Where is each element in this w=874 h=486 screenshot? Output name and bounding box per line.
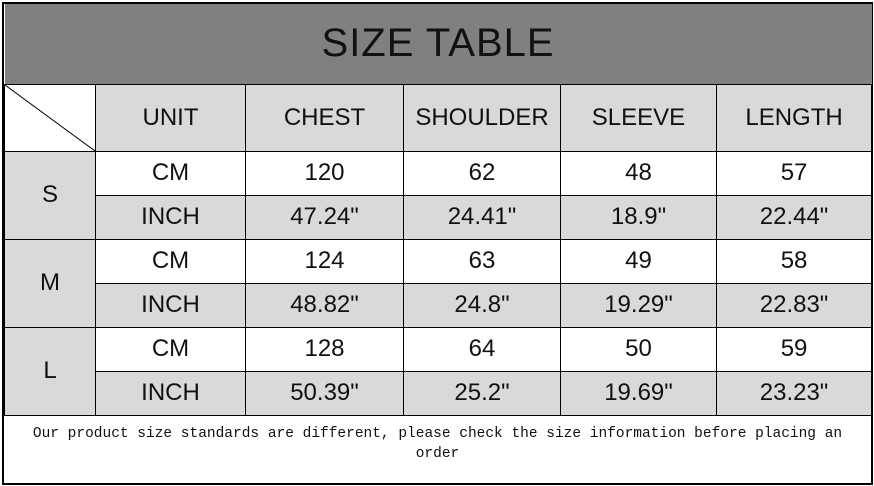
unit-cell: CM xyxy=(95,150,246,196)
value-cell: 50.39" xyxy=(245,370,404,416)
value-cell: 24.8" xyxy=(403,282,561,328)
unit-cell: INCH xyxy=(95,370,246,416)
size-label: S xyxy=(4,150,96,240)
value-cell: 64 xyxy=(403,326,561,372)
unit-cell: CM xyxy=(95,326,246,372)
value-cell: 23.23" xyxy=(715,370,873,416)
table-row: M CM 124 63 49 58 xyxy=(4,238,873,328)
unit-cell: CM xyxy=(95,238,246,284)
value-cell: 128 xyxy=(245,326,404,372)
value-cell: 18.9" xyxy=(560,194,717,240)
size-label: L xyxy=(4,326,96,416)
header-shoulder: SHOULDER xyxy=(403,83,561,152)
table-row: INCH 48.82" 24.8" 19.29" 22.83" xyxy=(5,282,873,328)
unit-cell: INCH xyxy=(95,282,246,328)
header-chest: CHEST xyxy=(245,83,404,152)
value-cell: 19.29" xyxy=(560,282,717,328)
value-cell: 48.82" xyxy=(245,282,404,328)
header-row: UNIT CHEST SHOULDER SLEEVE LENGTH xyxy=(4,83,873,152)
diagonal-corner-cell xyxy=(4,83,96,152)
table-row: INCH 50.39" 25.2" 19.69" 23.23" xyxy=(5,370,873,416)
header-sleeve: SLEEVE xyxy=(560,83,717,152)
value-cell: 59 xyxy=(715,326,873,372)
value-cell: 22.83" xyxy=(715,282,873,328)
table-row: S CM 120 62 48 57 xyxy=(4,150,873,240)
value-cell: 124 xyxy=(245,238,404,284)
value-cell: 25.2" xyxy=(403,370,561,416)
value-cell: 22.44" xyxy=(715,194,873,240)
value-cell: 49 xyxy=(560,238,717,284)
size-label: M xyxy=(4,238,96,328)
value-cell: 62 xyxy=(403,150,561,196)
size-table: SIZE TABLE UNIT CHEST SHOULDER SLEEVE LE… xyxy=(4,4,873,416)
value-cell: 58 xyxy=(715,238,873,284)
value-cell: 48 xyxy=(560,150,717,196)
unit-cell: INCH xyxy=(95,194,246,240)
value-cell: 24.41" xyxy=(403,194,561,240)
value-cell: 19.69" xyxy=(560,370,717,416)
header-unit: UNIT xyxy=(95,83,246,152)
value-cell: 57 xyxy=(715,150,873,196)
table-title: SIZE TABLE xyxy=(4,4,872,85)
value-cell: 120 xyxy=(245,150,404,196)
header-length: LENGTH xyxy=(715,83,873,152)
value-cell: 47.24" xyxy=(245,194,404,240)
value-cell: 63 xyxy=(403,238,561,284)
value-cell: 50 xyxy=(560,326,717,372)
table-row: L CM 128 64 50 59 xyxy=(4,326,873,416)
footnote: Our product size standards are different… xyxy=(32,426,843,462)
table-row: INCH 47.24" 24.41" 18.9" 22.44" xyxy=(5,194,873,240)
